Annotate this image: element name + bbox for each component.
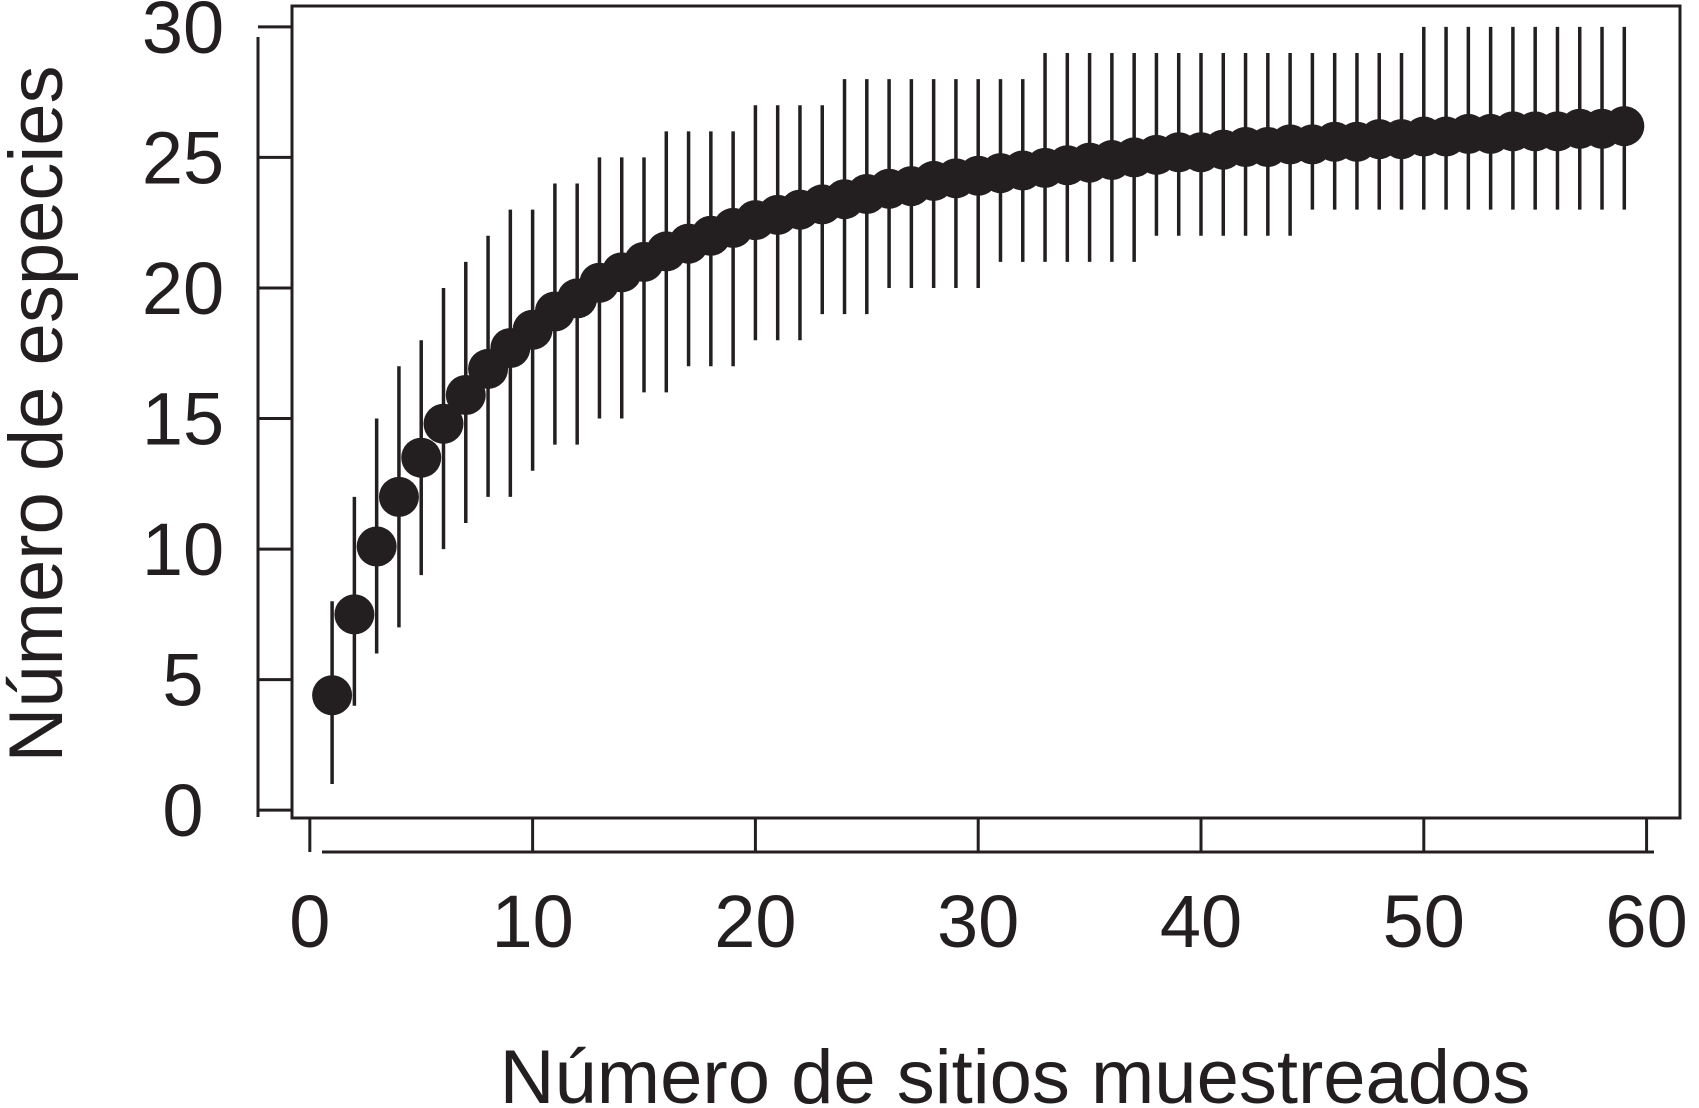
x-tick-label: 20: [714, 880, 796, 963]
data-point: [401, 437, 442, 478]
data-point: [378, 476, 419, 517]
y-tick-label: 5: [162, 639, 203, 722]
data-point: [334, 594, 375, 635]
data-points: [312, 106, 1645, 716]
y-tick-label: 20: [142, 247, 224, 330]
x-axis-ticks: 0 10 20 30 40 50 60: [289, 818, 1688, 963]
data-point: [423, 403, 464, 444]
x-tick-label: 30: [937, 880, 1019, 963]
y-tick-label: 0: [162, 769, 203, 852]
y-tick-label: 10: [142, 508, 224, 591]
x-tick-label: 0: [289, 880, 330, 963]
data-point: [445, 375, 486, 416]
plot-frame: [290, 4, 1682, 820]
data-point: [356, 526, 397, 567]
data-point: [1604, 106, 1645, 147]
x-axis-title: Número de sitios muestreados: [500, 1035, 1531, 1108]
data-point: [312, 675, 353, 716]
x-tick-label: 40: [1160, 880, 1242, 963]
x-tick-label: 10: [491, 880, 573, 963]
x-tick-label: 60: [1605, 880, 1687, 963]
y-tick-label: 25: [142, 116, 224, 199]
y-axis-title: Número de especies: [0, 65, 79, 762]
x-tick-label: 50: [1383, 880, 1465, 963]
y-tick-label: 15: [142, 378, 224, 461]
y-axis-ticks: 0 5 10 15 20 25 30: [142, 0, 292, 852]
y-tick-label: 30: [142, 0, 224, 69]
